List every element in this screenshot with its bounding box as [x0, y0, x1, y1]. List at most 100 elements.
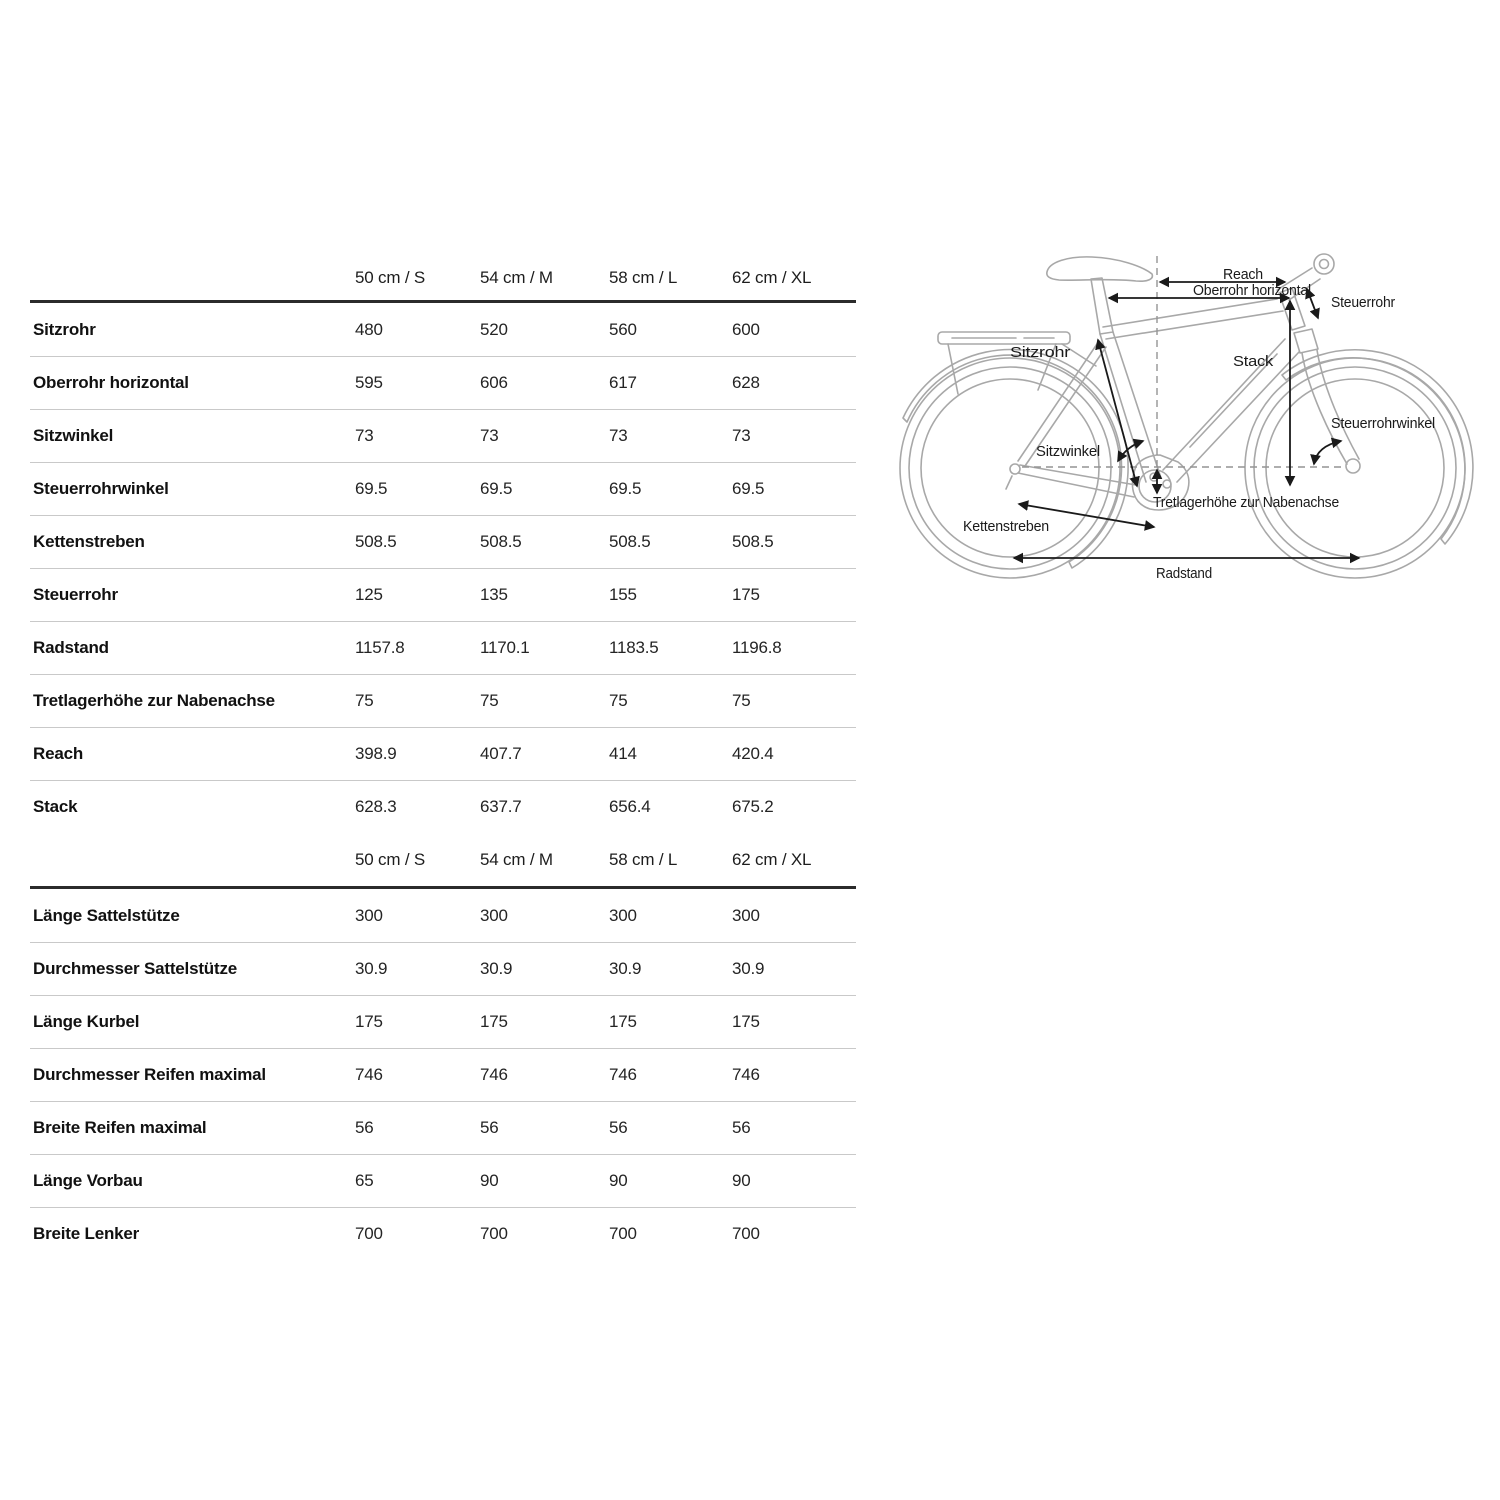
sitzwinkel-label: Sitzwinkel — [1036, 443, 1100, 460]
table-rows: Sitzrohr 480 520 560 600 Oberrohr horizontal 5… — [30, 303, 856, 833]
table-row: Breite Lenker 700 700 700 700 — [30, 1207, 856, 1260]
cell-value: 175 — [609, 1012, 637, 1031]
cell-value: 628.3 — [355, 797, 397, 816]
saddle — [1046, 256, 1154, 335]
cell-value: 656.4 — [609, 797, 651, 816]
cell-value: 75 — [609, 691, 628, 710]
size-header: 62 cm / XL — [732, 267, 812, 287]
table-row: Stack 628.3 637.7 656.4 675.2 — [30, 780, 856, 833]
cell-value: 700 — [355, 1224, 383, 1243]
cell-value: 56 — [732, 1118, 751, 1137]
cell-value: 1196.8 — [732, 638, 782, 657]
table-row: Radstand 1157.8 1170.1 1183.5 1196.8 — [30, 621, 856, 674]
table-row: Sitzrohr 480 520 560 600 — [30, 303, 856, 356]
cell-value: 75 — [355, 691, 374, 710]
cell-value: 595 — [355, 373, 383, 392]
cell-value: 73 — [732, 426, 751, 445]
cell-value: 30.9 — [480, 959, 513, 978]
cell-value: 746 — [480, 1065, 508, 1084]
stack-label: Stack — [1233, 353, 1274, 370]
geometry-section-frame: 50 cm / S 54 cm / M 58 cm / L 62 cm / XL Si… — [30, 255, 856, 833]
front-fender — [1281, 348, 1474, 545]
radstand-label: Radstand — [1156, 565, 1212, 582]
size-header: 58 cm / L — [609, 849, 678, 869]
reach-label: Reach — [1223, 266, 1263, 283]
size-header: 54 cm / M — [480, 849, 553, 869]
sitzrohr-dimension-arrow — [1095, 338, 1140, 488]
cell-value: 69.5 — [355, 479, 388, 498]
table-row: Sitzwinkel 73 73 73 73 — [30, 409, 856, 462]
cell-value: 75 — [732, 691, 751, 710]
cell-value: 628 — [732, 373, 760, 392]
steuerrohr-dimension-arrow — [1305, 287, 1320, 320]
fork — [1301, 349, 1361, 474]
sitzrohr-label: Sitzrohr — [1010, 344, 1070, 361]
row-label: Länge Sattelstütze — [33, 905, 180, 925]
cell-value: 700 — [732, 1224, 760, 1243]
cell-value: 90 — [480, 1171, 499, 1190]
size-header-row: 50 cm / S 54 cm / M 58 cm / L 62 cm / XL — [30, 833, 856, 889]
cell-value: 30.9 — [609, 959, 642, 978]
cell-value: 1157.8 — [355, 638, 405, 657]
cell-value: 30.9 — [732, 959, 765, 978]
table-row: Breite Reifen maximal 56 56 56 56 — [30, 1101, 856, 1154]
cell-value: 675.2 — [732, 797, 774, 816]
cell-value: 69.5 — [732, 479, 765, 498]
cell-value: 155 — [609, 585, 637, 604]
cell-value: 175 — [355, 1012, 383, 1031]
table-row: Kettenstreben 508.5 508.5 508.5 508.5 — [30, 515, 856, 568]
size-header: 58 cm / L — [609, 267, 678, 287]
row-label: Stack — [33, 797, 78, 816]
rear-rack — [937, 331, 1097, 395]
cell-value: 508.5 — [480, 532, 522, 551]
cell-value: 65 — [355, 1171, 374, 1190]
cell-value: 1183.5 — [609, 638, 659, 657]
cell-value: 600 — [732, 319, 760, 339]
geometry-table: 50 cm / S 54 cm / M 58 cm / L 62 cm / XL Si… — [30, 255, 856, 1260]
cell-value: 73 — [355, 426, 374, 445]
table-row: Steuerrohr 125 135 155 175 — [30, 568, 856, 621]
row-label: Steuerrohr — [33, 585, 118, 604]
cell-value: 520 — [480, 319, 508, 339]
cell-value: 175 — [732, 1012, 760, 1031]
sitzwinkel-angle-arc — [1117, 438, 1145, 463]
cell-value: 746 — [355, 1065, 383, 1084]
cell-value: 508.5 — [609, 532, 651, 551]
row-label: Durchmesser Reifen maximal — [33, 1065, 266, 1084]
cell-value: 73 — [480, 426, 499, 445]
cell-value: 508.5 — [732, 532, 774, 551]
oberrohr-label: Oberrohr horizontal — [1193, 282, 1311, 299]
cell-value: 175 — [732, 585, 760, 604]
seat-post — [1090, 277, 1114, 335]
cell-value: 30.9 — [355, 959, 388, 978]
cell-value: 300 — [609, 905, 637, 925]
kettenstreben-dimension-arrow — [1017, 500, 1156, 531]
row-label: Länge Vorbau — [33, 1171, 143, 1190]
table-row: Steuerrohrwinkel 69.5 69.5 69.5 69.5 — [30, 462, 856, 515]
cell-value: 407.7 — [480, 744, 522, 763]
bike-diagram: Reach Oberrohr horizontal Steuerrohr Sit… — [899, 253, 1474, 582]
cell-value: 56 — [355, 1118, 374, 1137]
row-label: Durchmesser Sattelstütze — [33, 959, 237, 978]
row-label: Breite Reifen maximal — [33, 1118, 207, 1137]
diagram-labels: Reach Oberrohr horizontal Steuerrohr Sit… — [963, 266, 1435, 582]
cell-value: 700 — [480, 1224, 508, 1243]
size-header-row: 50 cm / S 54 cm / M 58 cm / L 62 cm / XL — [30, 255, 856, 303]
cell-value: 125 — [355, 585, 383, 604]
row-label: Radstand — [33, 638, 109, 657]
cell-value: 617 — [609, 373, 637, 392]
size-header: 54 cm / M — [480, 267, 553, 287]
table-row: Länge Kurbel 175 175 175 175 — [30, 995, 856, 1048]
table-row: Tretlagerhöhe zur Nabenachse 75 75 75 75 — [30, 674, 856, 727]
size-header: 62 cm / XL — [732, 849, 812, 869]
cell-value: 300 — [732, 905, 760, 925]
cell-value: 637.7 — [480, 797, 522, 816]
table-row: Oberrohr horizontal 595 606 617 628 — [30, 356, 856, 409]
table-row: Durchmesser Reifen maximal 746 746 746 746 — [30, 1048, 856, 1101]
rear-fender — [902, 348, 1129, 569]
cell-value: 73 — [609, 426, 628, 445]
cell-value: 175 — [480, 1012, 508, 1031]
steuerrohrwinkel-angle-arc — [1310, 437, 1343, 466]
cell-value: 56 — [609, 1118, 628, 1137]
